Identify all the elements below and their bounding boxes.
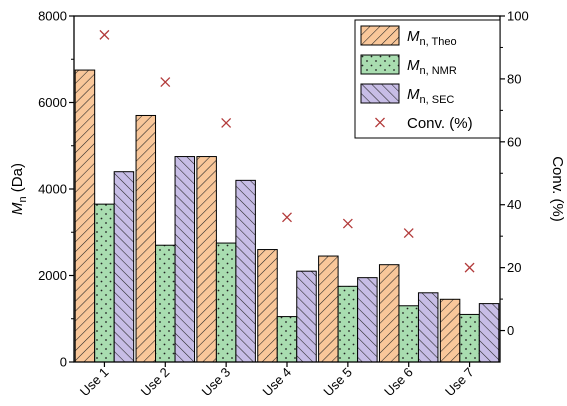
marker-conv-use-2: [160, 77, 171, 88]
bar-mn-sec-use-1: [113, 171, 135, 363]
x-tick-label-use-4: Use 4: [259, 365, 294, 400]
bar-mn-nmr-use-7: [459, 313, 480, 363]
bar-mn-nmr-use-2: [155, 244, 176, 363]
bar-mn-sec-use-3: [235, 179, 256, 363]
legend-label-mn-sec: Mn, SEC: [407, 86, 454, 106]
marker-stroke: [282, 212, 292, 223]
markers-layer: [99, 29, 475, 273]
marker-stroke: [99, 29, 110, 40]
y-right-tick-label: 60: [507, 134, 521, 149]
y-right-tick-label: 0: [507, 323, 514, 338]
marker-stroke: [375, 117, 385, 128]
bar-mn-theo-use-7: [439, 298, 461, 363]
legend-label-mn-theo: Mn, Theo: [407, 28, 457, 48]
bar-mn-theo-use-1: [74, 69, 96, 363]
y-right-tick-label: 100: [507, 9, 529, 24]
y-right-tick-label: 40: [507, 197, 521, 212]
y-left-tick-label: 2000: [38, 268, 67, 283]
marker-conv-use-4: [282, 212, 292, 223]
marker-stroke: [342, 218, 353, 229]
bar-mn-nmr-use-5: [337, 285, 359, 363]
x-tick-label-use-7: Use 7: [442, 365, 477, 400]
bar-mn-sec-use-6: [417, 292, 439, 363]
bar-mn-theo-use-4: [257, 249, 278, 363]
marker-stroke: [160, 77, 171, 88]
marker-conv-use-1: [99, 29, 110, 40]
y-left-axis-title: Mn (Da): [9, 163, 29, 215]
x-tick-label-use-1: Use 1: [77, 365, 112, 400]
legend-marker-conv: [375, 117, 385, 128]
y-right-tick-label: 80: [507, 71, 521, 86]
y-left-tick-label: 4000: [38, 182, 67, 197]
marker-conv-use-5: [342, 218, 353, 229]
bar-mn-theo-use-5: [318, 255, 339, 363]
x-tick-label-use-5: Use 5: [320, 365, 355, 400]
marker-conv-use-3: [221, 117, 232, 128]
marker-stroke: [464, 262, 475, 273]
bar-mn-sec-use-7: [478, 303, 500, 363]
x-tick-label-use-6: Use 6: [381, 365, 416, 400]
bar-mn-nmr-use-3: [215, 242, 237, 363]
marker-stroke: [221, 117, 232, 128]
bar-mn-theo-use-3: [196, 156, 217, 363]
legend-label-mn-nmr: Mn, NMR: [407, 57, 457, 77]
legend: Mn, Theo Mn, NMR Mn, SEC Conv. (%): [354, 19, 501, 139]
bar-mn-sec-use-5: [357, 277, 378, 363]
y-right-axis-title: Conv. (%): [549, 156, 566, 222]
y-left-tick-label: 6000: [38, 95, 67, 110]
y-left-tick-label: 0: [60, 355, 67, 370]
marker-stroke: [403, 228, 414, 238]
bar-mn-sec-use-4: [296, 270, 317, 363]
bar-mn-nmr-use-4: [276, 316, 298, 363]
legend-swatch-mn-nmr: [360, 54, 400, 75]
legend-swatch-mn-theo: [360, 25, 400, 46]
x-tick-label-use-3: Use 3: [199, 365, 234, 400]
legend-label-conv: Conv. (%): [407, 115, 473, 132]
bar-mn-theo-use-2: [135, 114, 157, 363]
marker-conv-use-7: [464, 262, 475, 273]
bar-mn-nmr-use-1: [94, 203, 115, 363]
marker-conv-use-6: [403, 228, 414, 238]
bar-mn-sec-use-2: [174, 156, 196, 363]
bar-mn-nmr-use-6: [398, 305, 419, 363]
y-right-tick-label: 20: [507, 260, 521, 275]
y-left-tick-label: 8000: [38, 9, 67, 24]
x-tick-label-use-2: Use 2: [138, 365, 173, 400]
bars-layer: [74, 69, 500, 363]
legend-swatch-mn-sec: [360, 83, 400, 104]
bar-mn-theo-use-6: [378, 264, 400, 363]
